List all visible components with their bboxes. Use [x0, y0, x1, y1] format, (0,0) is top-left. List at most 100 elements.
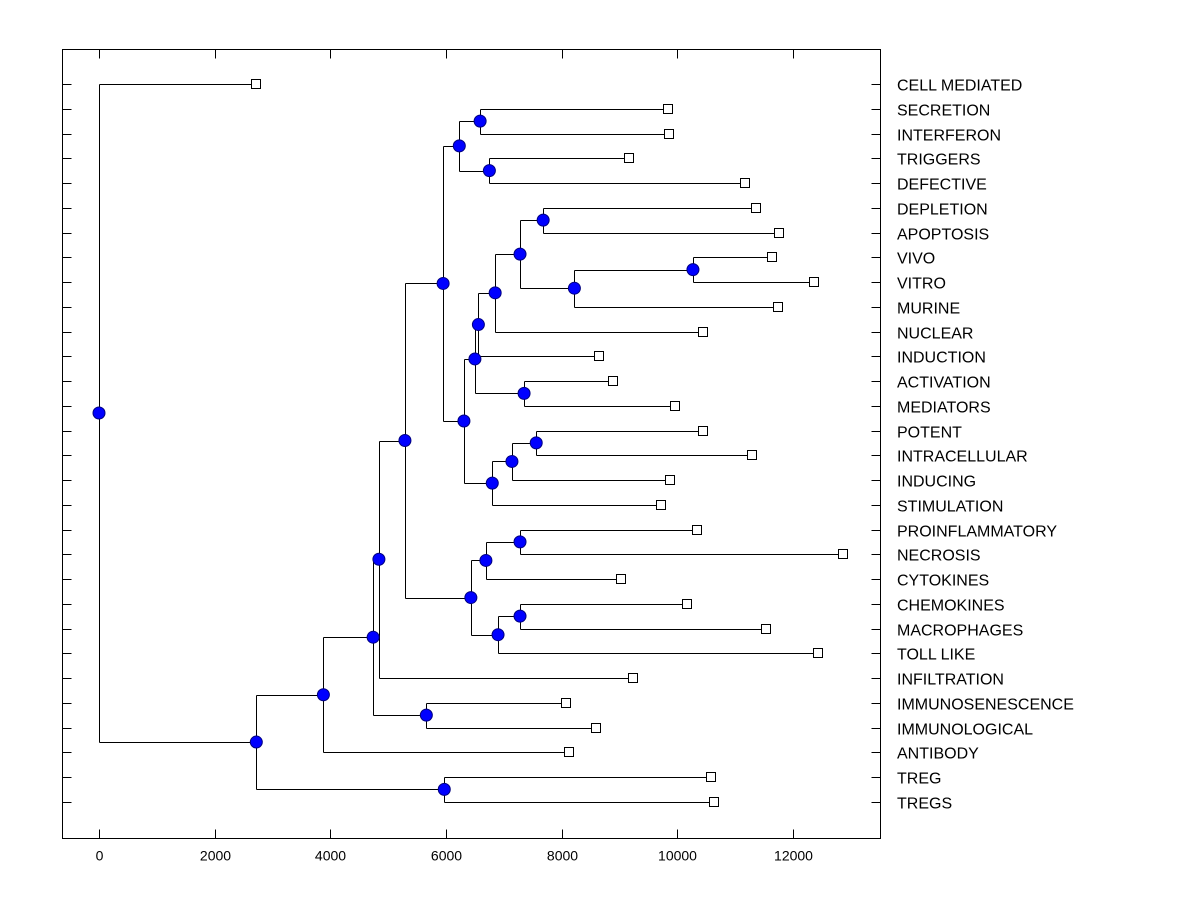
leaf-marker	[813, 648, 823, 658]
leaf-labels: CELL MEDIATED SECRETION INTERFERON TRIGGERS…	[897, 78, 1074, 813]
leaf-marker	[656, 500, 666, 510]
leaf-marker	[767, 252, 777, 262]
node-marker	[473, 114, 487, 128]
x-tick-label: 8000	[547, 848, 578, 864]
leaf-marker	[624, 153, 634, 163]
leaf-label: INFILTRATION	[897, 672, 1004, 689]
leaf-label: NUCLEAR	[897, 326, 973, 343]
x-tick-label: 6000	[431, 848, 462, 864]
x-tick-label: 0	[96, 848, 104, 864]
x-tick-label: 10000	[658, 848, 697, 864]
node-marker	[686, 263, 700, 277]
leaf-marker	[698, 426, 708, 436]
leaf-label: NECROSIS	[897, 548, 981, 565]
node-marker	[488, 286, 502, 300]
leaf-label: MEDIATORS	[897, 400, 991, 417]
leaf-marker	[591, 723, 601, 733]
leaf-marker	[251, 79, 261, 89]
leaf-label: MACROPHAGES	[897, 623, 1023, 640]
x-tick-label: 4000	[315, 848, 346, 864]
leaf-marker	[692, 525, 702, 535]
node-marker	[436, 276, 450, 290]
leaf-label: INTERFERON	[897, 128, 1001, 145]
leaf-marker	[608, 376, 618, 386]
leaf-marker	[682, 599, 692, 609]
node-marker	[471, 318, 485, 332]
leaf-label: ANTIBODY	[897, 746, 979, 763]
x-tick-label: 12000	[774, 848, 813, 864]
leaf-label: ACTIVATION	[897, 375, 991, 392]
leaf-marker	[773, 302, 783, 312]
node-marker	[491, 628, 505, 642]
leaf-label: MURINE	[897, 301, 960, 318]
node-marker	[372, 552, 386, 566]
leaf-label: DEPLETION	[897, 202, 988, 219]
node-marker	[419, 708, 433, 722]
leaf-marker	[564, 747, 574, 757]
y-axis-ticks	[62, 84, 881, 803]
node-marker	[529, 436, 543, 450]
leaf-label: IMMUNOLOGICAL	[897, 722, 1033, 739]
leaf-label: TREGS	[897, 796, 952, 813]
node-marker	[567, 281, 581, 295]
node-marker	[505, 454, 519, 468]
x-tick-label: 2000	[200, 848, 231, 864]
leaf-label: DEFECTIVE	[897, 177, 987, 194]
node-marker	[513, 247, 527, 261]
leaf-label: CHEMOKINES	[897, 598, 1005, 615]
leaf-marker	[663, 104, 673, 114]
leaf-label: INTRACELLULAR	[897, 449, 1028, 466]
leaf-marker	[665, 475, 675, 485]
leaf-label: SECRETION	[897, 103, 990, 120]
leaf-marker	[709, 797, 719, 807]
node-marker	[92, 406, 106, 420]
x-axis: 0 2000 4000 6000 8000 10000 12000	[96, 49, 813, 864]
leaf-marker	[809, 277, 819, 287]
leaf-marker	[761, 624, 771, 634]
leaf-label: STIMULATION	[897, 499, 1003, 516]
leaf-marker	[706, 772, 716, 782]
node-markers	[92, 114, 700, 796]
leaf-label: IMMUNOSENESCENCE	[897, 697, 1074, 714]
node-marker	[316, 688, 330, 702]
node-marker	[464, 591, 478, 605]
leaf-label: INDUCING	[897, 474, 976, 491]
node-marker	[482, 164, 496, 178]
leaf-marker	[751, 203, 761, 213]
leaf-label: PROINFLAMMATORY	[897, 524, 1057, 541]
leaf-label: VIVO	[897, 251, 935, 268]
leaf-marker	[698, 327, 708, 337]
leaf-label: APOPTOSIS	[897, 227, 989, 244]
branches	[99, 84, 844, 803]
leaf-marker	[594, 351, 604, 361]
leaf-label: TREG	[897, 771, 941, 788]
leaf-marker	[838, 549, 848, 559]
node-marker	[457, 414, 471, 428]
leaf-marker	[774, 228, 784, 238]
leaf-label: POTENT	[897, 425, 962, 442]
node-marker	[485, 476, 499, 490]
leaf-marker	[616, 574, 626, 584]
leaf-marker	[628, 673, 638, 683]
leaf-label: INDUCTION	[897, 350, 986, 367]
node-marker	[536, 213, 550, 227]
leaf-label: TRIGGERS	[897, 152, 981, 169]
node-marker	[437, 782, 451, 796]
node-marker	[452, 139, 466, 153]
leaf-label: TOLL LIKE	[897, 647, 975, 664]
leaf-marker	[670, 401, 680, 411]
leaf-marker	[740, 178, 750, 188]
node-marker	[479, 553, 493, 567]
node-marker	[513, 609, 527, 623]
leaf-label: VITRO	[897, 276, 946, 293]
node-marker	[249, 735, 263, 749]
node-marker	[366, 630, 380, 644]
leaf-marker	[561, 698, 571, 708]
node-marker	[513, 535, 527, 549]
leaf-marker	[664, 129, 674, 139]
plot-frame	[62, 49, 881, 839]
node-marker	[398, 434, 412, 448]
node-marker	[468, 352, 482, 366]
leaf-label: CYTOKINES	[897, 573, 989, 590]
